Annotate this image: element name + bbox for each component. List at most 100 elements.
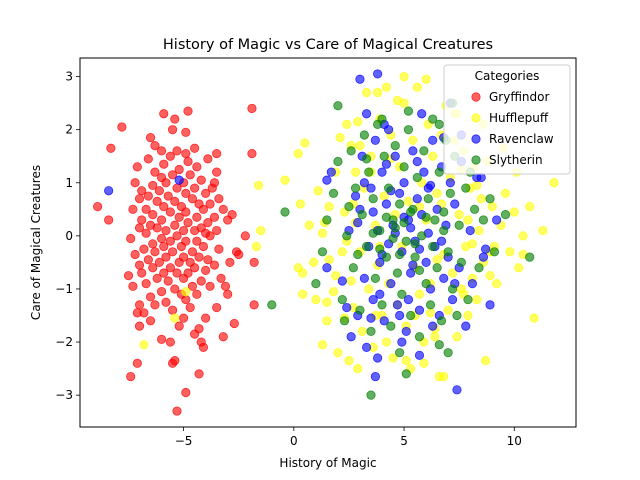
data-point	[170, 220, 180, 230]
data-point	[412, 194, 422, 204]
data-point	[419, 146, 429, 156]
data-point	[399, 162, 409, 172]
data-point	[368, 228, 378, 238]
data-point	[293, 148, 303, 159]
y-tick-label: 1	[65, 176, 73, 190]
data-point	[421, 74, 431, 84]
data-point	[179, 225, 189, 236]
data-point	[201, 188, 211, 198]
data-point	[525, 202, 535, 212]
data-point	[364, 284, 374, 294]
data-point	[216, 273, 226, 283]
data-point	[198, 241, 209, 252]
data-point	[300, 138, 310, 148]
data-point	[181, 236, 191, 246]
data-point	[298, 289, 308, 299]
data-point	[256, 225, 266, 236]
data-point	[154, 186, 164, 196]
data-point	[372, 87, 383, 98]
data-point	[454, 210, 464, 220]
data-point	[317, 228, 328, 238]
data-point	[443, 348, 453, 358]
data-point	[201, 265, 211, 275]
data-point	[333, 101, 343, 111]
data-point	[212, 167, 222, 177]
chart-title: History of Magic vs Care of Magical Crea…	[163, 37, 493, 53]
data-point	[492, 215, 502, 225]
data-point	[205, 281, 215, 291]
data-point	[505, 247, 515, 257]
legend-marker	[471, 92, 481, 102]
data-point	[176, 202, 186, 212]
data-point	[201, 313, 211, 323]
data-point	[432, 255, 442, 265]
data-point	[450, 199, 460, 209]
data-point	[179, 313, 189, 323]
data-point	[353, 363, 363, 374]
data-point	[196, 276, 206, 286]
data-point	[353, 117, 363, 127]
data-point	[421, 212, 431, 222]
data-point	[249, 300, 259, 310]
data-point	[185, 302, 195, 313]
data-point	[324, 202, 334, 212]
data-point	[137, 268, 147, 278]
data-point	[172, 268, 182, 278]
data-point	[132, 162, 142, 172]
legend-marker	[471, 155, 481, 165]
data-point	[322, 297, 332, 307]
data-point	[390, 141, 400, 151]
data-point	[359, 273, 369, 283]
data-point	[170, 313, 180, 323]
data-point	[156, 146, 167, 156]
data-point	[353, 249, 363, 260]
data-point	[395, 310, 405, 321]
data-point	[381, 337, 392, 347]
data-point	[342, 119, 352, 129]
data-point	[439, 371, 449, 382]
data-point	[408, 135, 418, 145]
data-point	[304, 220, 314, 230]
data-point	[436, 236, 447, 246]
data-point	[452, 332, 462, 342]
data-point	[368, 194, 378, 204]
data-point	[317, 247, 328, 257]
data-point	[192, 162, 202, 172]
data-point	[355, 305, 365, 315]
data-point	[339, 316, 350, 326]
data-point	[478, 252, 489, 262]
legend-marker	[471, 134, 481, 144]
data-point	[181, 387, 191, 398]
data-point	[361, 154, 372, 164]
data-point	[128, 204, 138, 214]
data-point	[423, 194, 433, 204]
data-point	[190, 143, 200, 153]
data-point	[452, 385, 462, 395]
data-point	[139, 340, 149, 350]
data-point	[214, 244, 224, 254]
data-point	[253, 180, 264, 191]
data-point	[390, 151, 400, 161]
data-point	[192, 212, 202, 222]
data-point	[425, 308, 436, 318]
data-point	[392, 268, 403, 278]
x-tick-label: 5	[400, 434, 408, 448]
data-point	[381, 82, 392, 92]
data-point	[395, 249, 405, 260]
data-point	[209, 212, 220, 222]
data-point	[313, 186, 323, 196]
data-point	[399, 178, 409, 188]
data-point	[447, 294, 458, 305]
data-point	[143, 154, 153, 164]
y-tick-label: −2	[55, 335, 73, 349]
data-point	[212, 225, 222, 236]
data-point	[148, 239, 158, 249]
data-point	[428, 114, 438, 124]
data-point	[399, 217, 409, 228]
data-point	[384, 183, 394, 193]
data-point	[148, 180, 158, 191]
data-point	[432, 263, 442, 273]
data-point	[159, 159, 169, 169]
data-point	[381, 199, 392, 209]
data-point	[434, 167, 444, 177]
